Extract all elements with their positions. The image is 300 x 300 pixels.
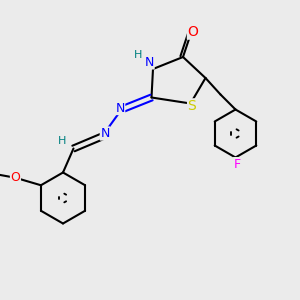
Text: S: S [188,99,196,113]
Text: N: N [115,101,125,115]
Text: N: N [100,127,110,140]
Text: H: H [58,136,66,146]
Text: O: O [188,25,198,39]
Text: N: N [145,56,154,69]
Text: H: H [134,50,142,61]
Text: F: F [233,158,241,171]
Text: O: O [11,171,20,184]
